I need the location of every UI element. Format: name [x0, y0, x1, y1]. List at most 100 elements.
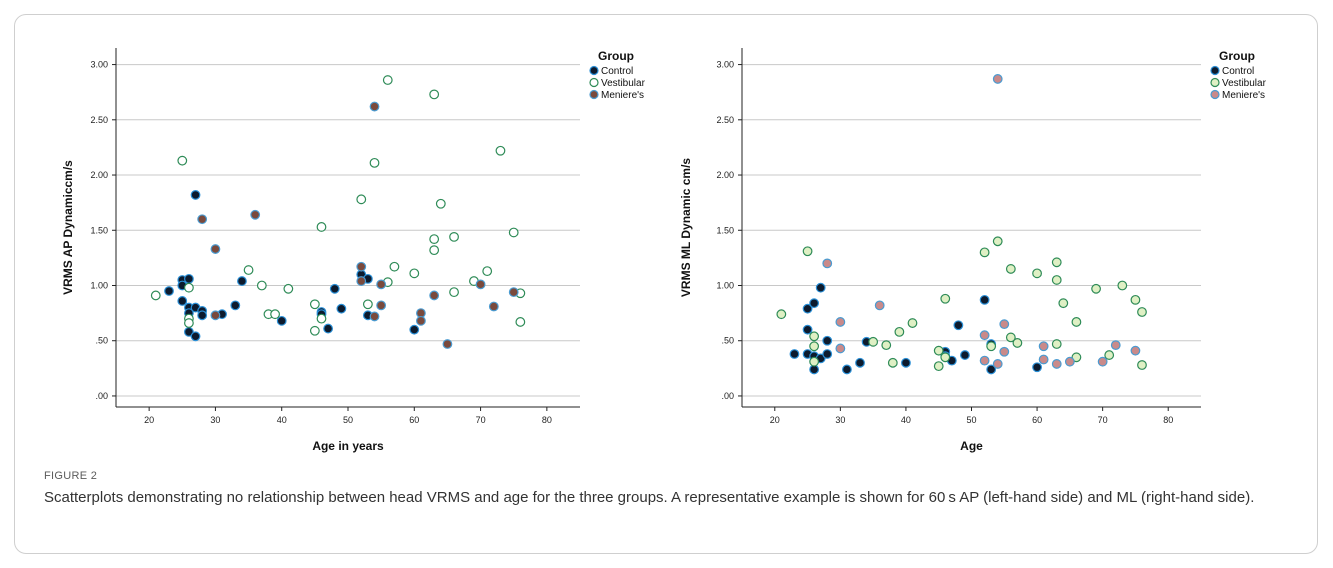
legend-label: Control: [601, 66, 633, 77]
data-point-meniere: [979, 355, 990, 366]
data-point-meniere: [416, 315, 426, 326]
data-point-vestibular: [1137, 307, 1147, 317]
y-tick-label: 1.00: [90, 280, 108, 290]
data-point-meniere: [992, 74, 1003, 84]
data-point-control: [276, 315, 287, 326]
data-point-meniere: [874, 300, 885, 311]
data-point-vestibular: [1117, 280, 1128, 291]
data-point-vestibular: [316, 313, 327, 324]
legend-marker-vestibular: [1210, 77, 1220, 88]
data-point-control: [190, 190, 201, 200]
data-point-vestibular: [429, 89, 440, 100]
legend-title: Group: [598, 49, 634, 63]
data-point-meniere: [250, 209, 261, 220]
data-point-meniere: [369, 101, 380, 112]
x-tick-label: 30: [835, 415, 845, 425]
data-point-control: [184, 273, 194, 284]
data-point-vestibular: [369, 157, 380, 168]
data-point-meniere: [356, 276, 367, 286]
data-point-meniere: [992, 359, 1003, 369]
data-point-vestibular: [1130, 294, 1141, 305]
y-axis-label: VRMS ML Dynamic cm/s: [679, 158, 693, 297]
x-tick-label: 40: [901, 415, 911, 425]
data-point-vestibular: [992, 236, 1003, 247]
data-point-meniere: [822, 258, 833, 269]
legend-title: Group: [1219, 49, 1255, 63]
data-point-control: [986, 364, 997, 375]
data-point-control: [901, 357, 911, 368]
x-axis-label: Age: [960, 439, 983, 453]
data-point-vestibular: [309, 325, 320, 336]
legend-marker-meniere: [589, 89, 599, 100]
y-tick-label: 2.00: [716, 170, 734, 180]
data-point-control: [237, 276, 247, 286]
x-tick-label: 50: [966, 415, 976, 425]
data-point-vestibular: [1051, 339, 1062, 349]
data-point-vestibular: [508, 227, 519, 238]
data-point-control: [953, 320, 964, 331]
data-point-vestibular: [907, 318, 918, 328]
data-point-vestibular: [1005, 264, 1016, 274]
data-point-control: [329, 283, 340, 294]
data-point-meniere: [376, 300, 387, 311]
x-tick-label: 80: [542, 415, 552, 425]
x-tick-label: 30: [210, 415, 220, 425]
data-point-control: [809, 298, 820, 309]
data-point-vestibular: [362, 299, 373, 310]
y-axis-label: VRMS AP Dynamiccm/s: [61, 160, 75, 295]
data-point-vestibular: [283, 283, 294, 294]
legend-marker-control: [589, 65, 599, 76]
data-point-vestibular: [940, 352, 951, 363]
x-tick-label: 20: [770, 415, 780, 425]
data-point-vestibular: [243, 265, 254, 275]
data-point-meniere: [1110, 340, 1121, 351]
data-point-meniere: [1064, 356, 1075, 367]
data-point-control: [1032, 362, 1042, 373]
data-point-meniere: [835, 343, 846, 354]
y-tick-label: 3.00: [716, 60, 734, 70]
data-point-vestibular: [933, 361, 944, 372]
data-point-vestibular: [1051, 275, 1062, 285]
x-axis-label: Age in years: [312, 439, 384, 453]
data-point-vestibular: [809, 331, 820, 342]
data-point-vestibular: [449, 287, 459, 298]
data-point-vestibular: [809, 341, 820, 352]
data-point-control: [336, 303, 347, 314]
data-point-control: [230, 300, 241, 311]
data-point-vestibular: [776, 309, 787, 320]
data-point-control: [815, 282, 826, 293]
data-point-meniere: [1097, 356, 1108, 367]
data-point-vestibular: [868, 336, 879, 347]
data-point-vestibular: [1104, 350, 1115, 360]
y-tick-label: .00: [721, 391, 734, 401]
data-point-meniere: [1038, 354, 1049, 365]
scatter-chart-ml: .00 .50 1.00 1.50 2.00 2.50 3.00 20 30 40 50 60 70 80…: [679, 48, 1267, 453]
data-point-vestibular: [1051, 257, 1062, 268]
data-point-meniere: [376, 279, 387, 290]
data-point-control: [789, 349, 800, 359]
data-point-vestibular: [382, 75, 393, 85]
x-tick-label: 80: [1163, 415, 1173, 425]
data-point-meniere: [1130, 345, 1141, 356]
data-point-vestibular: [809, 356, 820, 367]
data-point-vestibular: [309, 299, 320, 310]
legend-label: Vestibular: [601, 78, 646, 89]
data-point-control: [979, 294, 990, 305]
data-point-meniere: [442, 339, 453, 349]
data-point-meniere: [835, 317, 846, 327]
data-point-meniere: [210, 244, 221, 254]
data-point-vestibular: [881, 340, 892, 351]
data-point-vestibular: [449, 231, 459, 242]
data-point-vestibular: [256, 280, 267, 291]
data-point-vestibular: [177, 155, 188, 166]
legend-label: Vestibular: [1222, 78, 1267, 89]
data-point-vestibular: [515, 317, 526, 327]
data-point-vestibular: [389, 261, 400, 272]
data-point-vestibular: [1071, 352, 1082, 363]
data-point-vestibular: [1032, 268, 1042, 279]
y-tick-label: .50: [95, 336, 108, 346]
x-tick-label: 70: [476, 415, 486, 425]
y-tick-label: 1.50: [90, 225, 108, 235]
data-point-vestibular: [802, 246, 813, 257]
data-point-meniere: [197, 214, 208, 225]
